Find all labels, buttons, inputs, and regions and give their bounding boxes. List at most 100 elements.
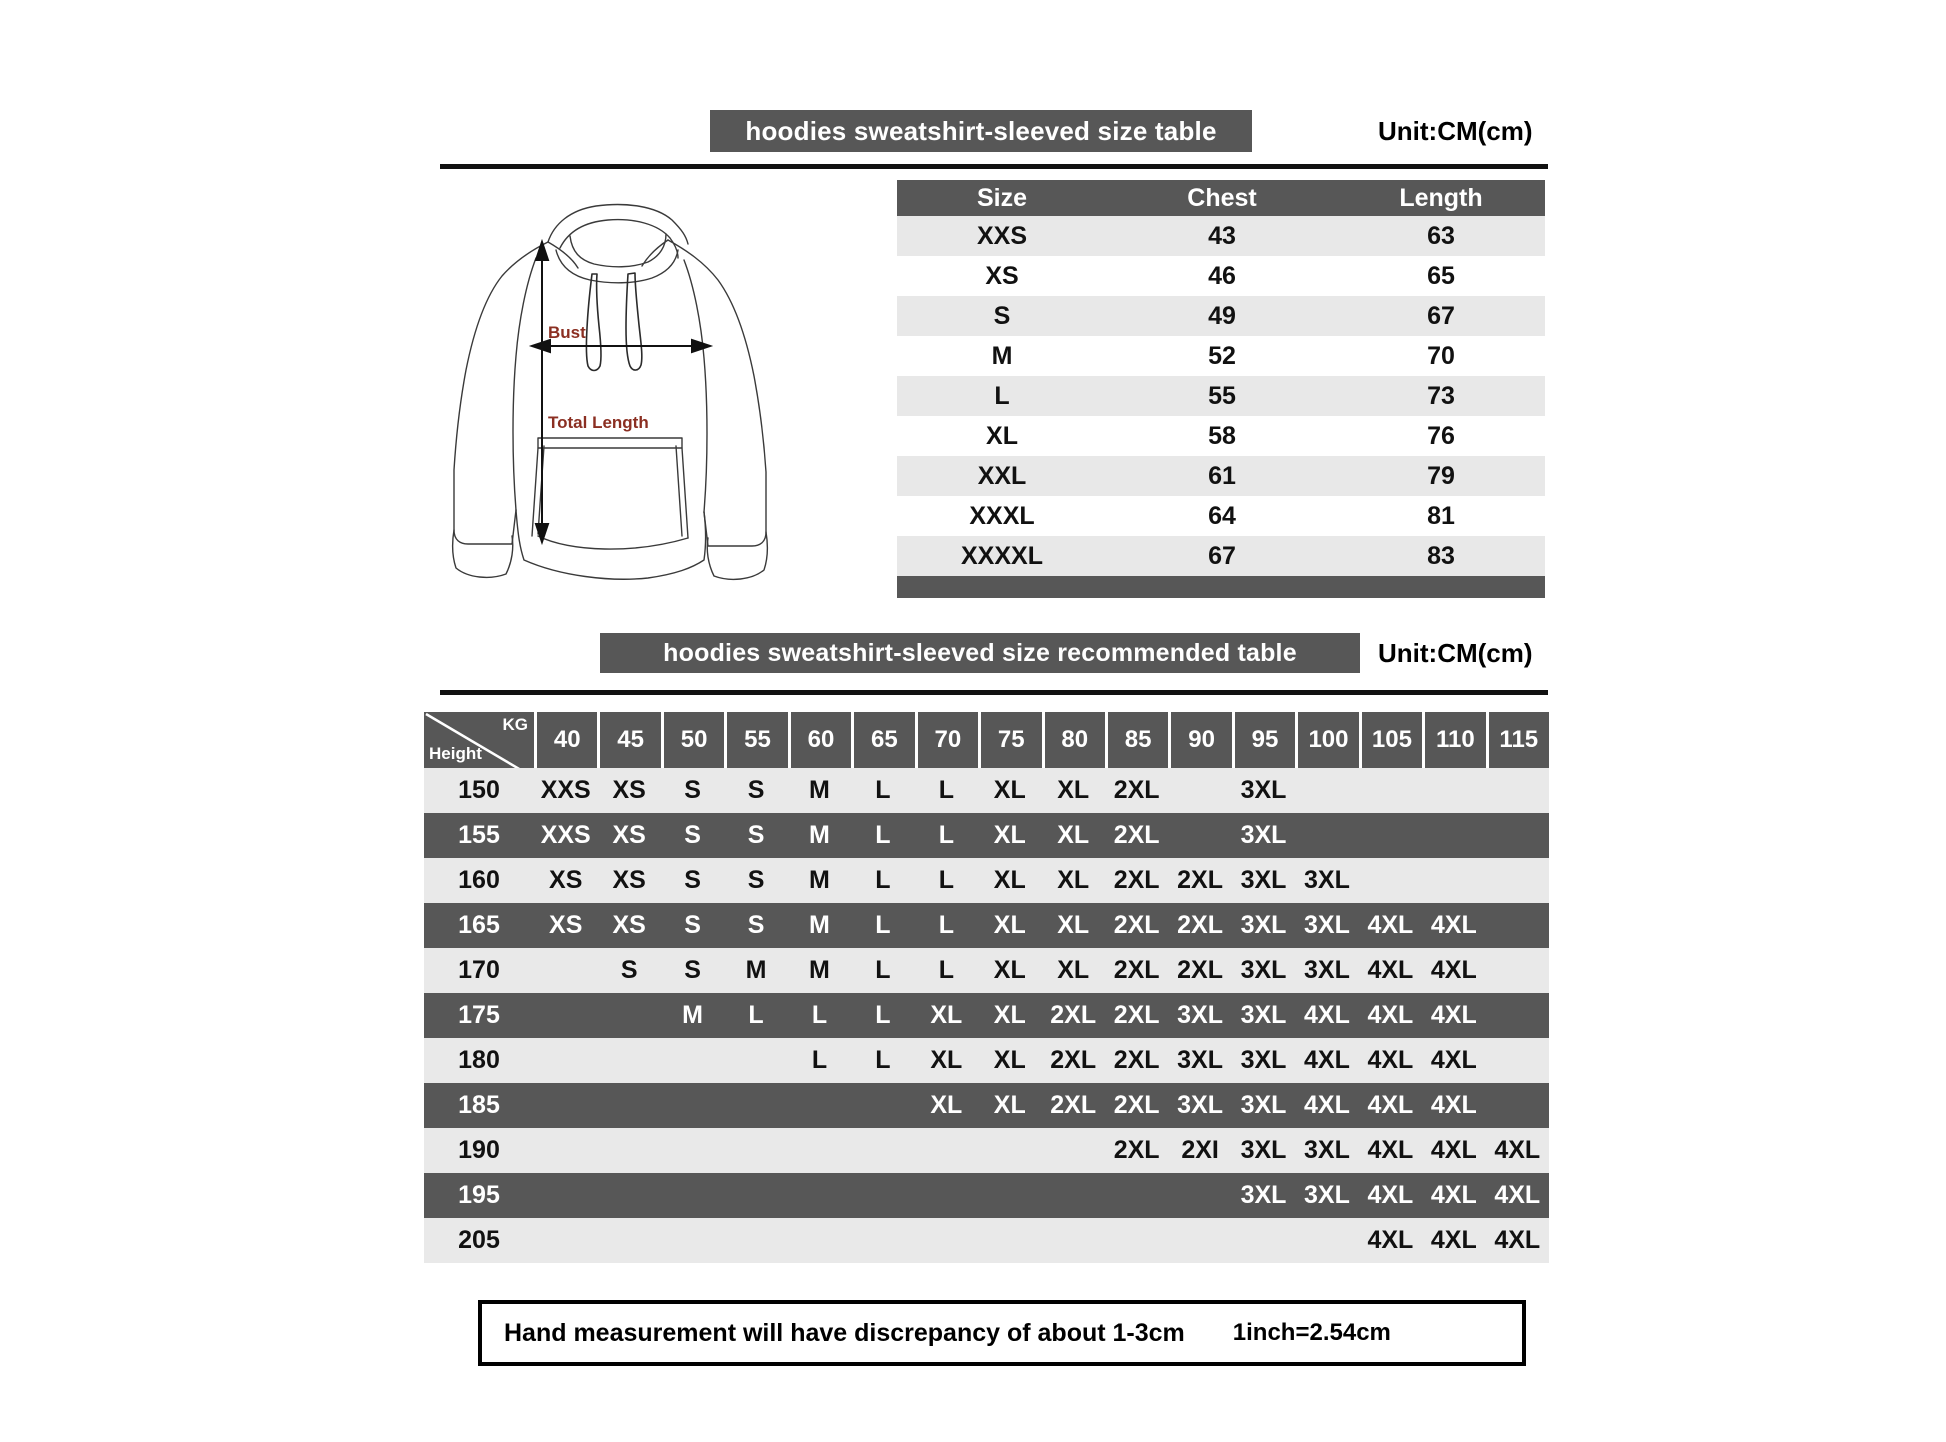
recommendation-cell: 3XL bbox=[1304, 866, 1350, 894]
recommendation-cell: 2XL bbox=[1113, 866, 1160, 894]
table2-title: hoodies sweatshirt-sleeved size recommen… bbox=[663, 638, 1297, 667]
recommendation-cell: L bbox=[938, 776, 954, 804]
recommendation-cell: 4XL bbox=[1304, 1001, 1350, 1029]
recommendation-cell: 3XL bbox=[1177, 1091, 1224, 1119]
weight-header-cell: 105 bbox=[1361, 712, 1423, 768]
recommendation-cell: M bbox=[682, 1001, 703, 1029]
recommendation-cell: XL bbox=[993, 1046, 1026, 1074]
table-row: L 55 73 bbox=[897, 376, 1545, 416]
recommendation-cell: 3XL bbox=[1177, 1001, 1224, 1029]
recommendation-cell: XL bbox=[930, 1001, 963, 1029]
recommendation-cell: 2XL bbox=[1113, 1091, 1160, 1119]
size-cell: XXXL bbox=[969, 501, 1035, 530]
recommendation-cell: 3XL bbox=[1240, 1136, 1287, 1164]
recommendation-cell: 4XL bbox=[1430, 1226, 1477, 1254]
recommendation-cell: S bbox=[684, 911, 701, 939]
weight-header-cell: 75 bbox=[981, 712, 1042, 768]
table2-title-banner: hoodies sweatshirt-sleeved size recommen… bbox=[600, 633, 1360, 673]
recommendation-cell: 4XL bbox=[1304, 1091, 1350, 1119]
recommendation-row: 150 XXS XS S S M L L XL XL 2XL 3XL bbox=[424, 768, 1549, 813]
recommendation-cell: S bbox=[620, 956, 638, 984]
weight-header-cell: 95 bbox=[1234, 712, 1296, 768]
chest-cell: 64 bbox=[1208, 501, 1236, 530]
recommendation-cell: 2XL bbox=[1113, 1136, 1160, 1164]
weight-header-cell: 45 bbox=[600, 712, 661, 768]
col-header-size: Size bbox=[976, 183, 1028, 212]
weight-header-cell: 100 bbox=[1298, 712, 1359, 768]
recommendation-cell: 2XL bbox=[1050, 1001, 1097, 1029]
recommendation-cell: 3XL bbox=[1177, 1046, 1224, 1074]
table-row: S 49 67 bbox=[897, 296, 1545, 336]
weight-header-cell: 70 bbox=[917, 712, 979, 768]
table-row: M 52 70 bbox=[897, 336, 1545, 376]
recommendation-cell: 2XL bbox=[1050, 1046, 1097, 1074]
recommendation-cell: 3XL bbox=[1304, 1181, 1350, 1209]
recommendation-cell: L bbox=[811, 1046, 828, 1074]
recommendation-cell: 3XL bbox=[1304, 911, 1350, 939]
recommended-size-table: KG Height 40 45 50 55 60 65 70 75 80 85 90 95 100 105… bbox=[424, 712, 1549, 1263]
size-cell: S bbox=[993, 301, 1011, 330]
size-cell: XXXXL bbox=[961, 541, 1043, 570]
weight-header-cell: 80 bbox=[1044, 712, 1105, 768]
weight-header-cell: 40 bbox=[537, 712, 598, 768]
height-label-cell: 155 bbox=[458, 821, 500, 849]
recommendation-cell: L bbox=[875, 866, 891, 894]
chest-cell: 43 bbox=[1208, 221, 1236, 250]
recommendation-cell: 4XL bbox=[1494, 1136, 1541, 1164]
height-label-cell: 160 bbox=[458, 866, 500, 894]
recommendation-cell: XXS bbox=[540, 776, 591, 804]
recommendation-cell: 3XL bbox=[1240, 1001, 1287, 1029]
size-table-body: XXS 43 63 XS 46 65 S 49 67 M 52 70 L 55 73 XL 58 76 XXL 61 7… bbox=[897, 216, 1545, 576]
weight-header-cells: 40 45 50 55 60 65 70 75 80 85 90 95 100 105 110 115 bbox=[537, 712, 1549, 768]
height-label-cell: 190 bbox=[458, 1136, 500, 1164]
recommendation-cell: 4XL bbox=[1367, 911, 1414, 939]
diagonal-divider-icon bbox=[425, 712, 520, 768]
recommendation-row: 175 M L L L XL XL 2XL 2XL 3XL 3XL 4XL 4XL 4XL bbox=[424, 993, 1549, 1038]
recommendation-row: 180 L L XL XL 2XL 2XL 3XL 3XL 4XL 4XL 4XL bbox=[424, 1038, 1549, 1083]
recommendation-cell: L bbox=[811, 1001, 828, 1029]
recommendation-cell: M bbox=[745, 956, 767, 984]
recommendation-cell: 4XL bbox=[1367, 1091, 1414, 1119]
recommendation-row: 185 XL XL 2XL 2XL 3XL 3XL 4XL 4XL 4XL bbox=[424, 1083, 1549, 1128]
recommendation-cell: XL bbox=[1057, 776, 1090, 804]
weight-header-cell: 65 bbox=[854, 712, 915, 768]
weight-header-cell: 50 bbox=[663, 712, 725, 768]
recommendation-cell: 4XL bbox=[1367, 1136, 1414, 1164]
col-header-length: Length bbox=[1399, 183, 1483, 212]
recommendation-cell: L bbox=[875, 956, 891, 984]
axis-label-height: Height bbox=[429, 744, 482, 763]
recommendation-cell: 2XL bbox=[1177, 911, 1224, 939]
axis-corner-cell: KG Height bbox=[424, 712, 534, 768]
recommendation-cell: M bbox=[809, 821, 830, 849]
recommendation-cell: L bbox=[875, 821, 891, 849]
recommendation-cell: 3XL bbox=[1240, 956, 1287, 984]
recommendation-cell: L bbox=[875, 776, 891, 804]
recommendation-cell: 2XL bbox=[1113, 1046, 1160, 1074]
recommendation-cell: 2XI bbox=[1181, 1136, 1219, 1164]
recommendation-cell: 3XL bbox=[1240, 1091, 1287, 1119]
recommendation-cell: 4XL bbox=[1430, 1181, 1477, 1209]
disclaimer-box: Hand measurement will have discrepancy o… bbox=[478, 1300, 1526, 1366]
recommendation-cell: XS bbox=[612, 776, 646, 804]
recommendation-cell: XL bbox=[1057, 911, 1090, 939]
recommendation-cell: 4XL bbox=[1430, 911, 1477, 939]
recommendation-cell: XS bbox=[612, 821, 646, 849]
chest-cell: 52 bbox=[1208, 341, 1236, 370]
recommendation-cell: XL bbox=[1057, 866, 1090, 894]
recommendation-cell: XXS bbox=[540, 821, 591, 849]
recommendation-cell: 3XL bbox=[1240, 821, 1287, 849]
axis-label-kg: KG bbox=[502, 715, 529, 734]
recommendation-cell: 3XL bbox=[1240, 1046, 1287, 1074]
recommendation-cell: 4XL bbox=[1430, 1046, 1477, 1074]
recommendation-cell: 3XL bbox=[1240, 776, 1287, 804]
size-table-header: Size Chest Length bbox=[897, 180, 1545, 216]
recommendation-cell: 3XL bbox=[1240, 1181, 1287, 1209]
length-cell: 65 bbox=[1427, 261, 1455, 290]
recommendation-row: 160 XS XS S S M L L XL XL 2XL 2XL 3XL 3XL bbox=[424, 858, 1549, 903]
recommendation-cell: 4XL bbox=[1367, 1001, 1414, 1029]
recommendation-cell: 4XL bbox=[1430, 1001, 1477, 1029]
recommendation-cell: 3XL bbox=[1240, 911, 1287, 939]
recommendation-cell: 2XL bbox=[1177, 956, 1224, 984]
recommendation-row: 155 XXS XS S S M L L XL XL 2XL 3XL bbox=[424, 813, 1549, 858]
